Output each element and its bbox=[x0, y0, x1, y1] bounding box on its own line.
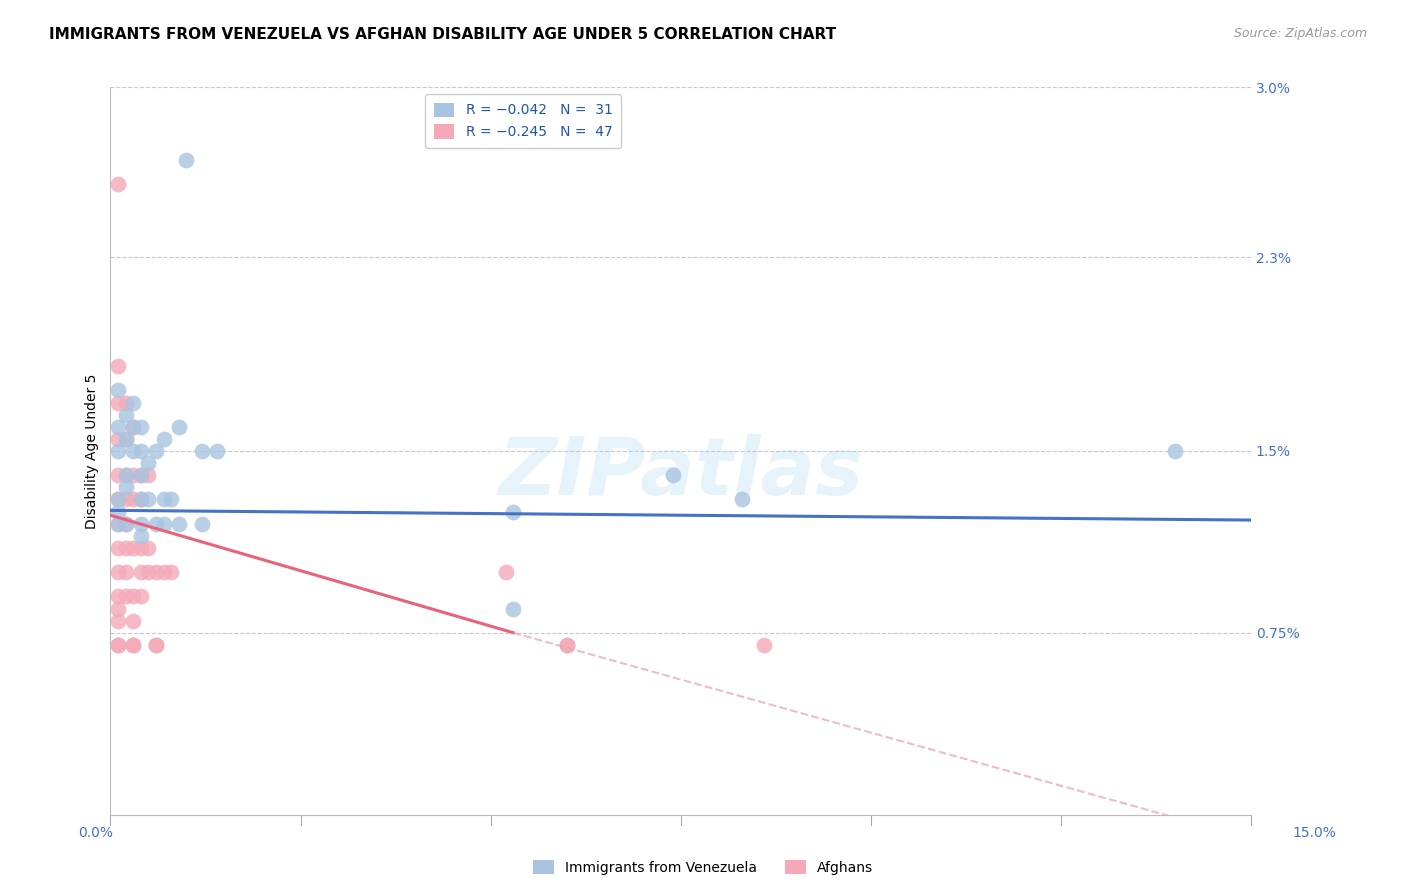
Point bbox=[662, 468, 685, 483]
Point bbox=[122, 614, 145, 628]
Point bbox=[114, 408, 136, 422]
Point bbox=[107, 359, 129, 373]
Point bbox=[107, 638, 129, 652]
Point bbox=[107, 384, 129, 398]
Point bbox=[502, 505, 524, 519]
Point bbox=[167, 419, 190, 434]
Text: 15.0%: 15.0% bbox=[1292, 826, 1337, 839]
Point bbox=[129, 565, 152, 579]
Point bbox=[107, 516, 129, 531]
Point bbox=[205, 444, 228, 458]
Point bbox=[107, 432, 129, 446]
Point bbox=[114, 516, 136, 531]
Point bbox=[160, 565, 183, 579]
Point bbox=[495, 565, 517, 579]
Legend: Immigrants from Venezuela, Afghans: Immigrants from Venezuela, Afghans bbox=[527, 855, 879, 880]
Point bbox=[502, 601, 524, 615]
Point bbox=[122, 419, 145, 434]
Point bbox=[107, 516, 129, 531]
Point bbox=[114, 590, 136, 604]
Point bbox=[129, 468, 152, 483]
Point bbox=[138, 456, 160, 470]
Point bbox=[555, 638, 578, 652]
Point bbox=[107, 395, 129, 409]
Point bbox=[114, 480, 136, 494]
Point bbox=[129, 492, 152, 507]
Point bbox=[555, 638, 578, 652]
Point bbox=[107, 614, 129, 628]
Text: Source: ZipAtlas.com: Source: ZipAtlas.com bbox=[1233, 27, 1367, 40]
Point bbox=[138, 468, 160, 483]
Point bbox=[107, 444, 129, 458]
Point bbox=[122, 638, 145, 652]
Point bbox=[122, 492, 145, 507]
Point bbox=[122, 419, 145, 434]
Point bbox=[129, 529, 152, 543]
Y-axis label: Disability Age Under 5: Disability Age Under 5 bbox=[86, 373, 100, 529]
Point bbox=[107, 419, 129, 434]
Point bbox=[107, 638, 129, 652]
Point bbox=[129, 444, 152, 458]
Point bbox=[114, 565, 136, 579]
Point bbox=[107, 492, 129, 507]
Point bbox=[114, 432, 136, 446]
Point bbox=[145, 444, 167, 458]
Point bbox=[129, 419, 152, 434]
Point bbox=[145, 638, 167, 652]
Point bbox=[107, 178, 129, 192]
Point bbox=[114, 468, 136, 483]
Point bbox=[152, 516, 174, 531]
Point bbox=[122, 444, 145, 458]
Point bbox=[145, 516, 167, 531]
Point bbox=[160, 492, 183, 507]
Point bbox=[107, 505, 129, 519]
Point bbox=[122, 468, 145, 483]
Point bbox=[107, 492, 129, 507]
Point bbox=[114, 541, 136, 555]
Point bbox=[129, 590, 152, 604]
Point bbox=[114, 468, 136, 483]
Point bbox=[107, 590, 129, 604]
Point bbox=[190, 516, 212, 531]
Point bbox=[114, 492, 136, 507]
Point bbox=[107, 541, 129, 555]
Point bbox=[122, 395, 145, 409]
Point bbox=[129, 468, 152, 483]
Point bbox=[138, 565, 160, 579]
Point bbox=[114, 432, 136, 446]
Point bbox=[152, 492, 174, 507]
Point bbox=[122, 590, 145, 604]
Point bbox=[107, 468, 129, 483]
Point bbox=[730, 492, 752, 507]
Point bbox=[107, 565, 129, 579]
Point bbox=[138, 492, 160, 507]
Point bbox=[1164, 444, 1187, 458]
Point bbox=[138, 541, 160, 555]
Point bbox=[145, 638, 167, 652]
Point bbox=[122, 541, 145, 555]
Text: 0.0%: 0.0% bbox=[79, 826, 112, 839]
Point bbox=[176, 153, 198, 168]
Point bbox=[190, 444, 212, 458]
Point bbox=[152, 565, 174, 579]
Point bbox=[129, 541, 152, 555]
Text: ZIPatlas: ZIPatlas bbox=[498, 434, 863, 512]
Text: IMMIGRANTS FROM VENEZUELA VS AFGHAN DISABILITY AGE UNDER 5 CORRELATION CHART: IMMIGRANTS FROM VENEZUELA VS AFGHAN DISA… bbox=[49, 27, 837, 42]
Point bbox=[129, 492, 152, 507]
Legend: R = −0.042   N =  31, R = −0.245   N =  47: R = −0.042 N = 31, R = −0.245 N = 47 bbox=[425, 95, 621, 147]
Point bbox=[129, 516, 152, 531]
Point bbox=[754, 638, 776, 652]
Point bbox=[114, 395, 136, 409]
Point bbox=[152, 432, 174, 446]
Point bbox=[114, 516, 136, 531]
Point bbox=[122, 638, 145, 652]
Point bbox=[107, 601, 129, 615]
Point bbox=[145, 565, 167, 579]
Point bbox=[167, 516, 190, 531]
